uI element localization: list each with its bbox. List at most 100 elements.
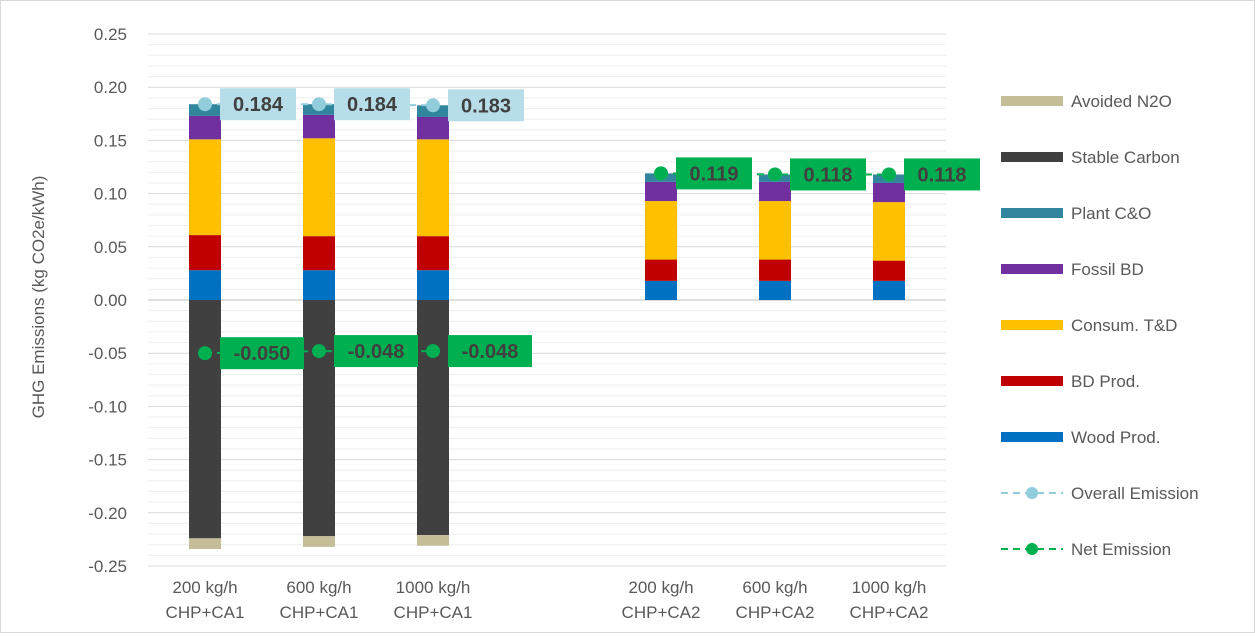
x-tick-label-line1: 1000 kg/h [852,578,927,597]
legend-swatch-fossil-bd [1001,264,1063,274]
legend-swatch-bd-prod- [1001,376,1063,386]
bar-segment-consum-t-d [759,201,791,260]
x-tick-label-line2: CHP+CA2 [622,603,701,622]
y-tick-label: -0.10 [88,397,127,416]
y-axis-label: GHG Emissions (kg CO2e/kWh) [29,176,48,419]
legend-swatch-stable-carbon [1001,152,1063,162]
legend-label-fossil-bd: Fossil BD [1071,260,1144,279]
bar-segment-fossil-bd [645,181,677,202]
net-emission-data-label: -0.048 [348,341,405,363]
bar-segment-bd-prod- [417,236,449,271]
y-tick-label: 0.10 [94,185,127,204]
legend-label-consum-t-d: Consum. T&D [1071,316,1177,335]
data-labels: 0.184 0.184 0.183 -0.050 -0.048 -0.048 0.119 0.… [220,88,980,370]
legend-label-avoided-n2o: Avoided N2O [1071,92,1172,111]
bar-segment-fossil-bd [189,115,221,140]
bar-segment-bd-prod- [303,236,335,271]
net-emission-data-label: -0.048 [462,341,519,363]
y-tick-label: 0.20 [94,78,127,97]
overall-emission-data-label: 0.184 [233,94,284,116]
legend-swatch-avoided-n2o [1001,96,1063,106]
overall-emission-marker [198,97,212,112]
y-tick-label: -0.05 [88,344,127,363]
overall-emission-marker [426,98,440,113]
bar-segment-avoided-n2o [417,535,449,546]
bar-segment-stable-carbon [303,300,335,537]
bar-segment-wood-prod- [417,270,449,300]
x-tick-label-line1: 600 kg/h [286,578,351,597]
net-emission-marker [312,344,326,359]
x-axis-ticks: 200 kg/h CHP+CA1 600 kg/h CHP+CA1 1000 kg/h C… [166,578,929,622]
y-tick-label: 0.00 [94,291,127,310]
x-tick-label-line2: CHP+CA2 [736,603,815,622]
legend-marker-net-emission [1026,543,1038,555]
legend-label-wood-prod-: Wood Prod. [1071,428,1160,447]
emission-lines [198,97,896,361]
bar-segment-fossil-bd [873,182,905,203]
overall-emission-marker [312,97,326,112]
bar-segment-wood-prod- [303,270,335,300]
bar-segment-wood-prod- [759,280,791,300]
net-emission-data-label: 0.118 [918,164,967,186]
y-tick-label: 0.05 [94,238,127,257]
bar-segment-fossil-bd [417,116,449,140]
x-tick-label-line2: CHP+CA1 [394,603,473,622]
net-emission-marker [882,167,896,182]
net-emission-label-box [676,157,752,190]
net-emission-label-box [904,158,980,191]
x-tick-label-line2: CHP+CA1 [280,603,359,622]
bar-segment-wood-prod- [873,280,905,300]
x-tick-label-line1: 600 kg/h [742,578,807,597]
bar-segment-bd-prod- [645,259,677,281]
bar-segment-consum-t-d [189,139,221,236]
legend-swatch-wood-prod- [1001,432,1063,442]
legend-label-bd-prod-: BD Prod. [1071,372,1140,391]
y-tick-label: 0.15 [94,131,127,150]
bar-segment-wood-prod- [645,280,677,300]
legend-label-overall-emission: Overall Emission [1071,484,1199,503]
bar-segment-consum-t-d [645,201,677,260]
overall-emission-label-box [220,88,296,121]
x-tick-label-line1: 1000 kg/h [396,578,471,597]
bar-segment-bd-prod- [759,259,791,281]
y-tick-label: -0.25 [88,557,127,576]
legend-swatch-consum-t-d [1001,320,1063,330]
net-emission-data-label: -0.050 [234,343,291,365]
overall-emission-data-label: 0.183 [461,95,511,117]
y-tick-label: -0.20 [88,504,127,523]
net-emission-label-box [334,335,418,368]
net-emission-label-box [220,337,304,370]
bar-segment-consum-t-d [873,202,905,261]
bar-segment-consum-t-d [417,139,449,237]
bar-segment-fossil-bd [303,114,335,139]
net-emission-marker [426,344,440,359]
legend-marker-overall-emission [1026,487,1038,499]
overall-emission-label-box [448,89,524,122]
x-tick-label-line1: 200 kg/h [628,578,693,597]
legend-label-plant-c-o: Plant C&O [1071,204,1151,223]
y-tick-label: 0.25 [94,25,127,44]
bar-segment-bd-prod- [189,235,221,271]
legend-swatch-plant-c-o [1001,208,1063,218]
bar-segment-stable-carbon [189,300,221,539]
net-emission-data-label: 0.119 [690,163,739,185]
legend-label-stable-carbon: Stable Carbon [1071,148,1180,167]
bar-segment-bd-prod- [873,260,905,281]
legend-label-net-emission: Net Emission [1071,540,1171,559]
overall-emission-data-label: 0.184 [347,94,398,116]
x-tick-label-line1: 200 kg/h [172,578,237,597]
overall-emission-label-box [334,88,410,121]
net-emission-label-box [790,158,866,191]
net-emission-marker [768,167,782,182]
x-tick-label-line2: CHP+CA1 [166,603,245,622]
net-emission-label-box [448,335,532,368]
x-tick-label-line2: CHP+CA2 [850,603,929,622]
net-emission-data-label: 0.118 [804,164,853,186]
bar-segment-fossil-bd [759,181,791,202]
legend: Avoided N2O Stable Carbon Plant C&O Fossil … [1001,92,1199,559]
bar-segment-avoided-n2o [303,536,335,547]
bar-segment-consum-t-d [303,138,335,237]
bar-segment-wood-prod- [189,270,221,300]
